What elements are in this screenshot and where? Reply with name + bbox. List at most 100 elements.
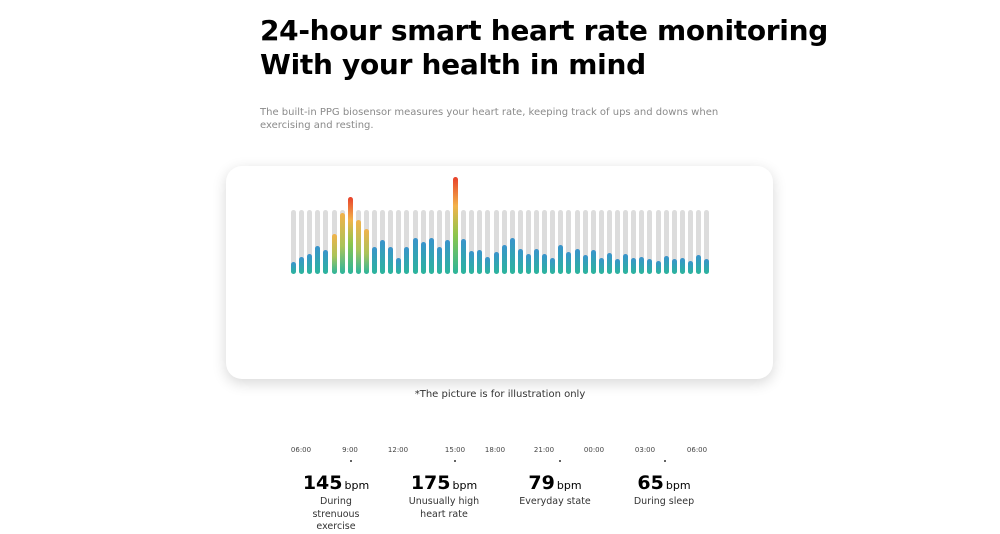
tick-label: 00:00 [583, 446, 605, 454]
bar-track [590, 210, 596, 274]
heart-rate-bar [704, 259, 710, 274]
heart-rate-bar [501, 244, 507, 274]
tick-label: 18:00 [484, 446, 506, 454]
bar-track [534, 210, 539, 274]
heart-rate-bar [347, 197, 353, 274]
heart-rate-bar [323, 249, 329, 274]
heart-rate-bar [623, 253, 629, 274]
heart-rate-bar [485, 256, 491, 274]
stat-label: During sleep [633, 496, 695, 507]
stat-value: 175 [410, 472, 451, 494]
bar-track [388, 210, 394, 274]
heart-rate-bar [469, 250, 475, 274]
heart-rate-bar [687, 260, 693, 274]
heart-rate-bar [436, 247, 442, 274]
bar-track [566, 210, 572, 274]
heart-rate-bar [558, 244, 564, 274]
heart-rate-bar [655, 261, 661, 274]
heart-rate-bar [444, 240, 450, 274]
heart-rate-bar [380, 240, 386, 274]
heart-rate-bar [696, 255, 701, 274]
bar-track [436, 210, 442, 274]
heart-rate-bar [671, 258, 677, 274]
heart-rate-bar [679, 258, 685, 274]
bar-track [598, 210, 604, 274]
stat-unit: bpm [452, 479, 478, 492]
stat-exercise: 145 bpm During strenuous exercise [281, 472, 391, 534]
description: The built-in PPG biosensor measures your… [260, 107, 719, 131]
bar-track [501, 210, 507, 274]
heart-rate-bar [534, 249, 539, 274]
title-line-2: With your health in mind [260, 48, 646, 81]
title-line-1: 24-hour smart heart rate monitoring [260, 14, 828, 47]
heart-rate-bar [509, 238, 515, 274]
bar-track [687, 210, 693, 274]
tick-label: 06:00 [290, 446, 312, 454]
heart-rate-bar [420, 242, 426, 274]
bar-track [323, 210, 329, 274]
stat-unit: bpm [556, 479, 582, 492]
bar-track [558, 210, 564, 274]
stat-label: During strenuous exercise [312, 496, 360, 532]
heart-rate-bar [590, 250, 596, 274]
stat-label: Everyday state [519, 496, 591, 507]
stat-high: 175 bpm Unusually high heart rate [389, 472, 499, 521]
heart-rate-bar [606, 252, 612, 274]
bar-track [525, 210, 531, 274]
bar-track [469, 210, 475, 274]
bar-track [696, 210, 701, 274]
heart-rate-bar [453, 176, 458, 274]
bar-track [315, 210, 321, 274]
heart-rate-bar [355, 220, 361, 274]
bar-track [615, 210, 620, 274]
heart-rate-bar [363, 229, 369, 274]
heart-rate-bar [428, 238, 434, 274]
heart-rate-bar [663, 256, 669, 274]
bar-track [517, 210, 523, 274]
bar-track [404, 210, 410, 274]
tick-label: 03:00 [634, 446, 656, 454]
tick-label: 06:00 [686, 446, 708, 454]
bar-track [582, 210, 588, 274]
heart-rate-bar [388, 247, 394, 274]
heart-rate-bar [631, 258, 637, 274]
heart-rate-card: 06:00 9:00 12:00 15:00 18:00 21:00 00:00… [226, 166, 773, 532]
marker-dot [350, 460, 352, 462]
stat-unit: bpm [344, 479, 370, 492]
bar-track [679, 210, 685, 274]
bar-track [493, 210, 499, 274]
bar-track [396, 210, 402, 274]
heart-rate-bar [639, 256, 645, 274]
footnote: *The picture is for illustration only [414, 389, 586, 400]
bar-track [655, 210, 661, 274]
stat-everyday: 79 bpm Everyday state [500, 472, 610, 509]
bar-track [299, 210, 305, 274]
heart-rate-bar [574, 249, 580, 274]
marker-dot [454, 460, 456, 462]
stat-value: 65 [637, 472, 664, 494]
heart-rate-bar [647, 259, 653, 274]
heart-rate-bar [566, 252, 572, 274]
bar-track [623, 210, 629, 274]
tick-label: 12:00 [387, 446, 409, 454]
heart-rate-bar [493, 252, 499, 274]
heart-rate-bar [582, 254, 588, 274]
heart-rate-bar [372, 247, 377, 274]
stat-label: Unusually high heart rate [408, 496, 480, 520]
heart-rate-bar [299, 256, 305, 274]
stat-sleep: 65 bpm During sleep [609, 472, 719, 509]
heart-rate-bar [331, 233, 337, 274]
stat-value: 145 [302, 472, 343, 494]
bar-track [606, 210, 612, 274]
heart-rate-bar [404, 247, 410, 274]
bar-track [372, 210, 377, 274]
heart-rate-bar [291, 262, 296, 274]
bar-track [550, 210, 556, 274]
tick-label: 21:00 [533, 446, 555, 454]
bar-track [477, 210, 483, 274]
heart-rate-bar [461, 238, 467, 274]
bar-track [663, 210, 669, 274]
bar-track [704, 210, 710, 274]
bar-track [542, 210, 548, 274]
marker-dot [559, 460, 561, 462]
